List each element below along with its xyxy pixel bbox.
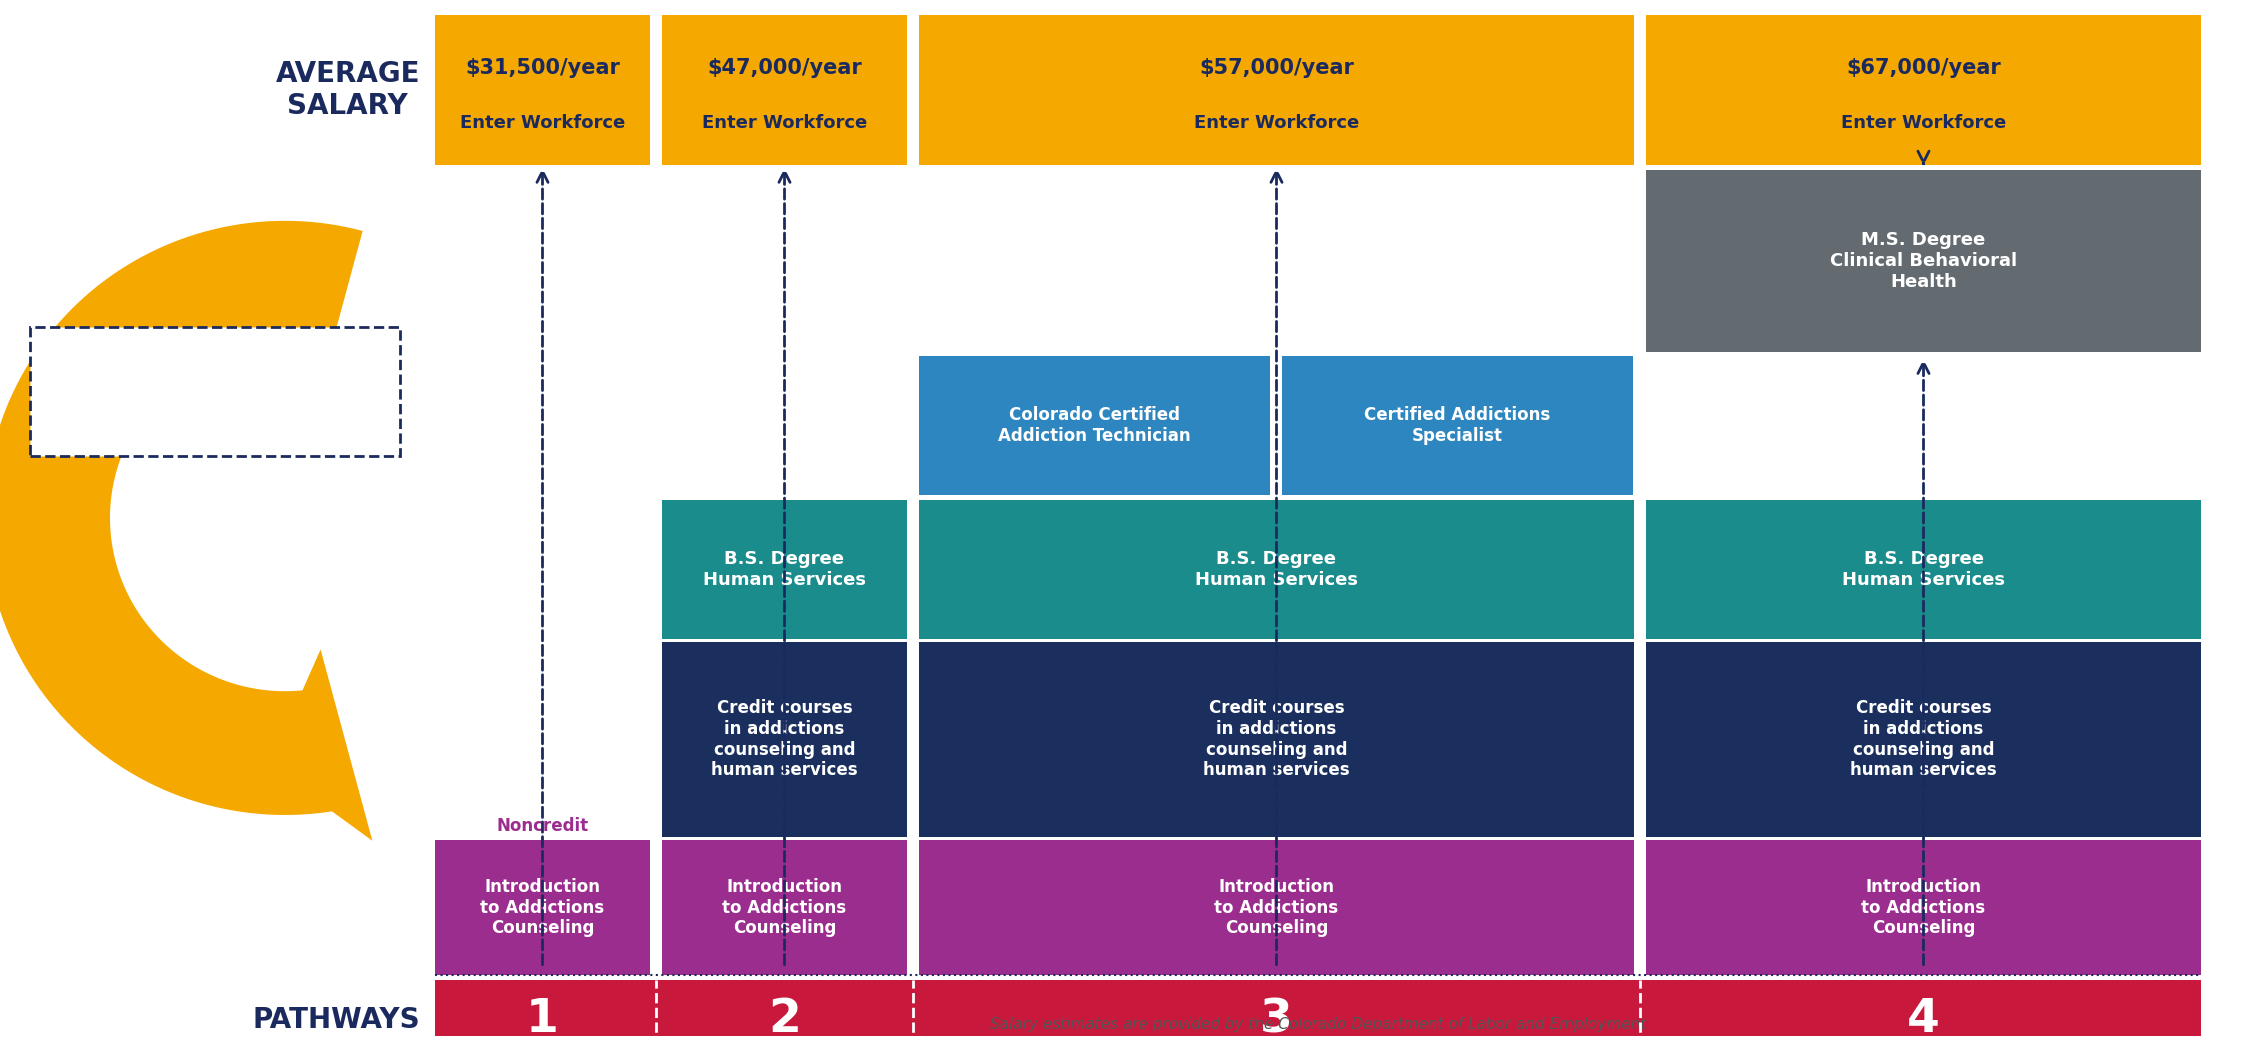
Bar (435, 15, 649, 165)
Bar (435, 980, 2201, 1046)
Bar (1283, 357, 1633, 495)
Text: Enter Workforce: Enter Workforce (460, 114, 625, 132)
Text: Credit courses
in addictions
counseling and
human services: Credit courses in addictions counseling … (710, 699, 857, 779)
Text: 2: 2 (769, 998, 801, 1043)
Text: Introduction
to Addictions
Counseling: Introduction to Addictions Counseling (722, 878, 846, 937)
Bar (663, 840, 907, 976)
Bar (1646, 170, 2201, 351)
Text: $57,000/year: $57,000/year (1200, 58, 1353, 77)
Bar (435, 840, 649, 976)
Text: 3: 3 (1261, 998, 1292, 1043)
Text: Credit courses
in addictions
counseling and
human services: Credit courses in addictions counseling … (1849, 699, 1998, 779)
Text: B.S. Degree
Human Services: B.S. Degree Human Services (1195, 550, 1358, 589)
Text: 4: 4 (1908, 998, 1939, 1043)
Text: M.S. Degree
Clinical Behavioral
Health: M.S. Degree Clinical Behavioral Health (1831, 231, 2016, 291)
Text: AVERAGE
SALARY: AVERAGE SALARY (275, 60, 419, 120)
Bar (663, 15, 907, 165)
Bar (1646, 500, 2201, 639)
Text: $47,000/year: $47,000/year (708, 58, 861, 77)
Bar (920, 357, 1270, 495)
Bar (920, 500, 1635, 639)
Text: Introduction
to Addictions
Counseling: Introduction to Addictions Counseling (480, 878, 604, 937)
Polygon shape (268, 650, 372, 841)
Text: 1: 1 (525, 998, 559, 1043)
Bar (663, 641, 907, 837)
Bar (663, 500, 907, 639)
Text: Enter Workforce: Enter Workforce (701, 114, 868, 132)
Bar (920, 840, 1635, 976)
Text: $31,500/year: $31,500/year (465, 58, 620, 77)
Text: PATHWAYS: PATHWAYS (253, 1006, 419, 1034)
Text: Certified Addictions
Specialist: Certified Addictions Specialist (1364, 407, 1551, 446)
Text: Introduction
to Addictions
Counseling: Introduction to Addictions Counseling (1860, 878, 1987, 937)
Text: $67,000/year: $67,000/year (1847, 58, 2000, 77)
Bar (920, 15, 1635, 165)
Bar (29, 326, 399, 455)
Text: B.S. Degree
Human Services: B.S. Degree Human Services (704, 550, 866, 589)
Text: B.S. Degree
Human Services: B.S. Degree Human Services (1842, 550, 2005, 589)
Text: Colorado Certified
Addiction Technician: Colorado Certified Addiction Technician (999, 407, 1191, 446)
Bar (920, 641, 1635, 837)
Text: Enter Workforce: Enter Workforce (1193, 114, 1360, 132)
Text: Noncredit: Noncredit (496, 817, 589, 835)
Text: Credit courses
in addictions
counseling and
human services: Credit courses in addictions counseling … (1204, 699, 1351, 779)
Text: Salary estimates are provided by the Colorado Department of Labor and Employment: Salary estimates are provided by the Col… (990, 1018, 1646, 1032)
Bar (1646, 840, 2201, 976)
Text: Introduction
to Addictions
Counseling: Introduction to Addictions Counseling (1215, 878, 1339, 937)
Bar (1646, 641, 2201, 837)
Text: Enter Workforce: Enter Workforce (1840, 114, 2007, 132)
Text: UPSKILLING: UPSKILLING (92, 374, 336, 408)
Bar (1646, 15, 2201, 165)
Polygon shape (0, 221, 363, 815)
